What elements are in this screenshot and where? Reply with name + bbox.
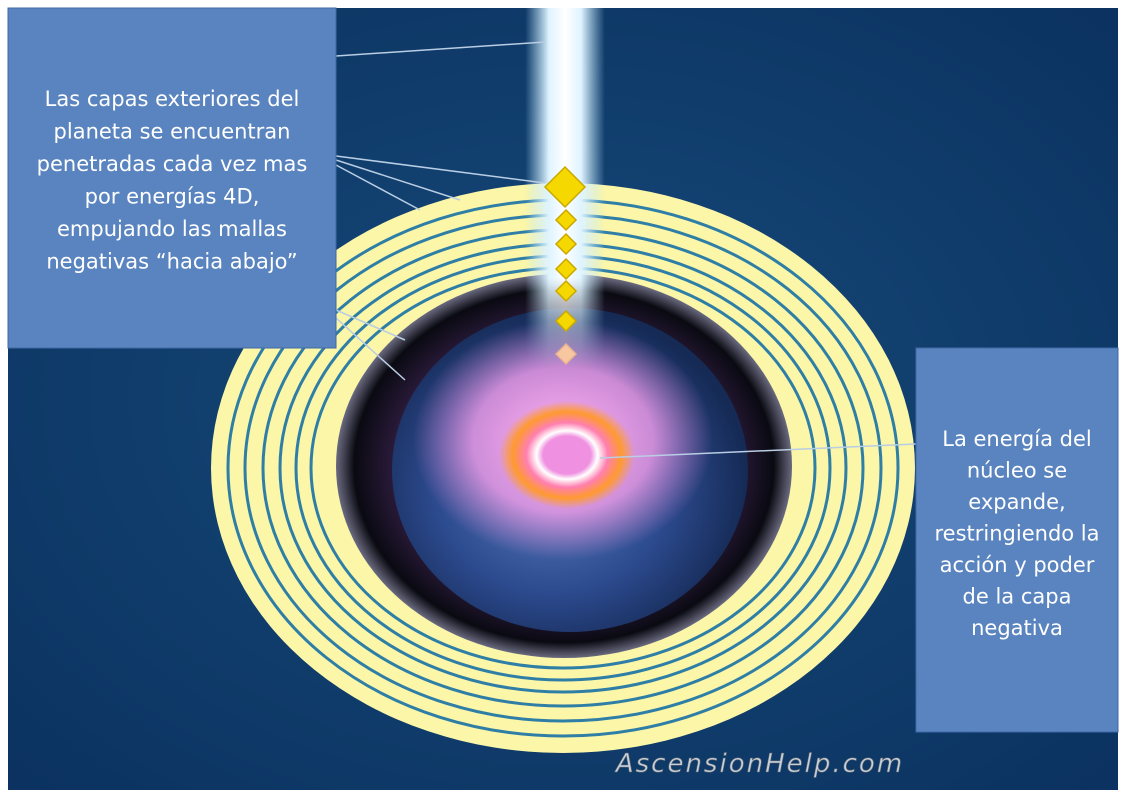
callout-line: de la capa bbox=[963, 585, 1072, 609]
callout-line: planeta se encuentran bbox=[54, 120, 291, 144]
callout-line: expande, bbox=[968, 490, 1065, 514]
callout-line: núcleo se bbox=[967, 459, 1067, 483]
right-callout bbox=[915, 347, 1119, 733]
left-callout bbox=[7, 7, 337, 349]
core bbox=[499, 401, 635, 509]
pointer-lines bbox=[335, 41, 917, 459]
callout-line: empujando las mallas bbox=[57, 217, 287, 241]
callout-line: negativas “hacia abajo” bbox=[46, 250, 297, 274]
callout-line: acción y poder bbox=[940, 553, 1095, 577]
callout-line: restringiendo la bbox=[935, 522, 1100, 546]
diamonds bbox=[543, 165, 587, 366]
callout-line: negativa bbox=[971, 616, 1063, 640]
callout-line: La energía del bbox=[942, 427, 1091, 451]
callout-line: Las capas exteriores del bbox=[45, 87, 300, 111]
right-callout-text: La energía del núcleo se expande, restringi… bbox=[935, 427, 1100, 640]
callout-line: por energías 4D, bbox=[85, 185, 260, 209]
callout-line: penetradas cada vez mas bbox=[37, 152, 308, 176]
watermark: AscensionHelp.com bbox=[614, 749, 904, 779]
left-callout-text: Las capas exteriores del planeta se encue… bbox=[37, 87, 308, 274]
